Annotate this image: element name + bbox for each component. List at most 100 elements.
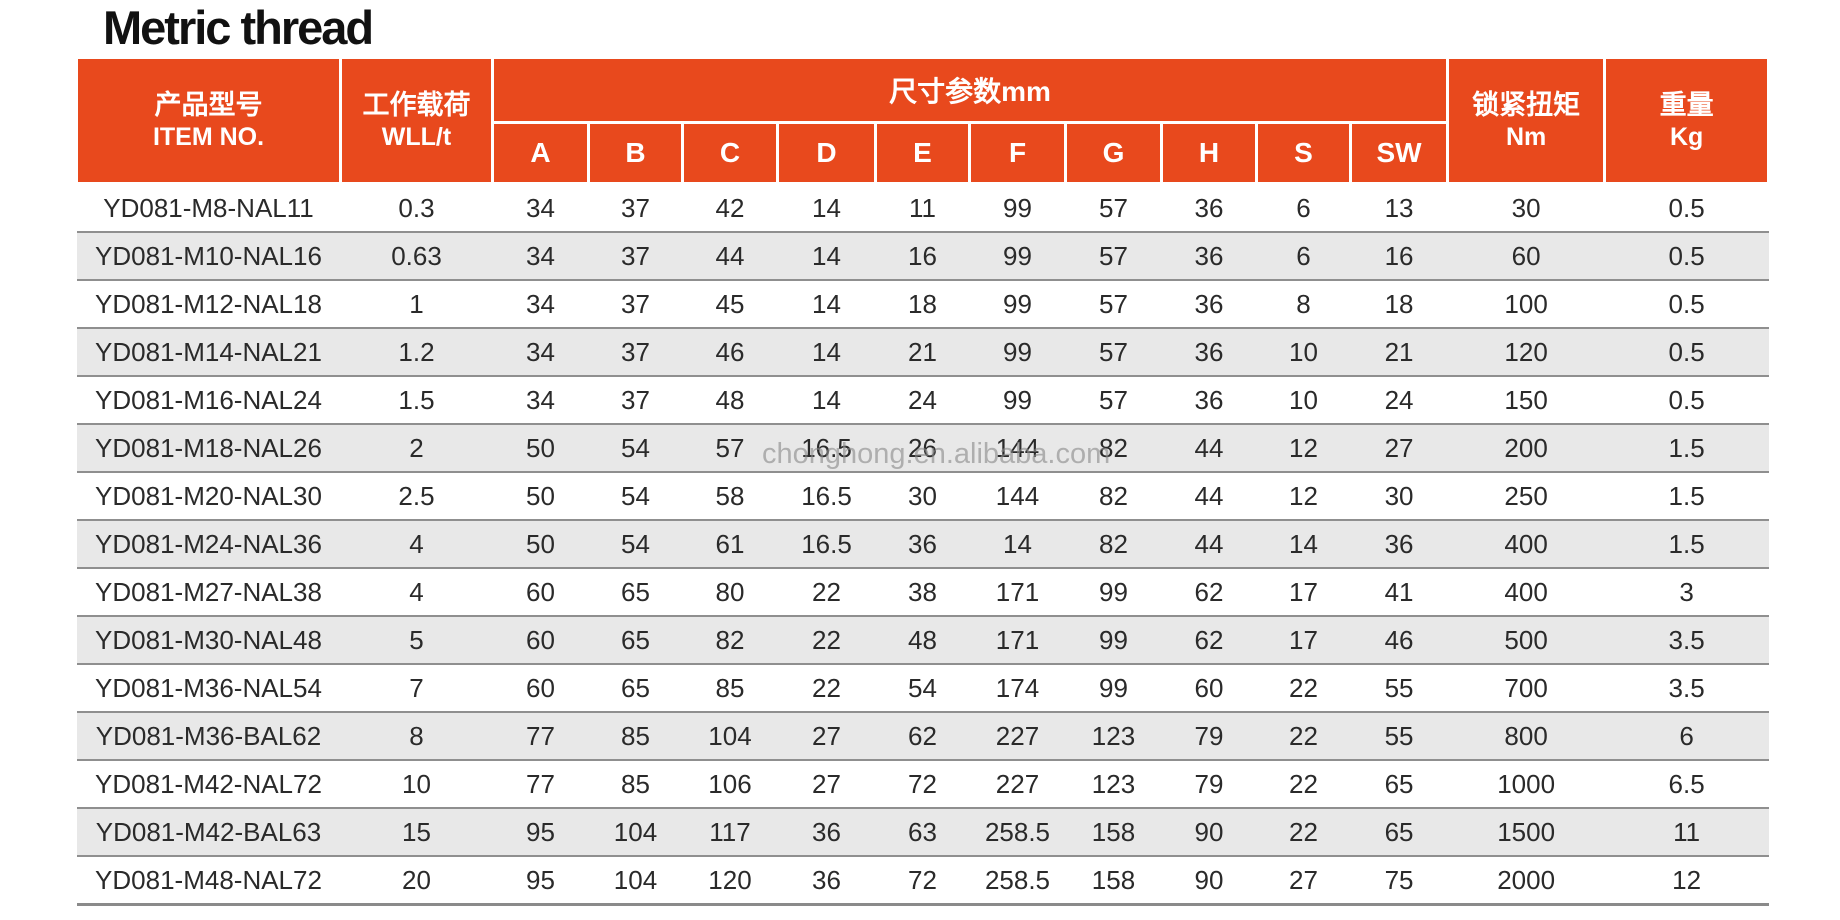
item-no-cell: YD081-M24-NAL36	[76, 519, 341, 569]
table-row: YD081-M30-NAL48 5 60 65 82 22 48 171 99 62 17 46 500…	[76, 615, 1769, 665]
header-weight: 重量 Kg	[1603, 56, 1771, 185]
value-cell: 85	[621, 768, 650, 799]
header-torque-zh: 锁紧扭矩	[1472, 89, 1581, 120]
value-cell: 14	[1256, 519, 1351, 569]
value-cell: 158	[1065, 807, 1162, 857]
value-cell: 171	[995, 576, 1040, 607]
value-cell: 6	[1604, 711, 1769, 761]
value-cell: 14	[969, 519, 1066, 569]
value-cell: 90	[1194, 864, 1224, 895]
table-row: YD081-M20-NAL30 2.5 50 54 58 16.5 30 144 82 44 12 3…	[77, 472, 1769, 520]
value-cell: 174	[995, 672, 1040, 703]
value-cell: 27	[1289, 864, 1318, 895]
value-cell: 0.5	[1668, 384, 1705, 415]
value-cell: 1.5	[1668, 480, 1705, 511]
value-cell: 60	[1447, 231, 1605, 281]
value-cell: 6	[1296, 192, 1311, 223]
value-cell: 14	[812, 288, 841, 319]
value-cell: 13	[1384, 192, 1414, 223]
value-cell: 65	[1350, 807, 1448, 857]
value-cell: 30	[1511, 192, 1541, 223]
value-cell: 16.5	[801, 480, 852, 511]
value-cell: 55	[1384, 672, 1414, 703]
value-cell: 12	[1672, 864, 1702, 895]
header-item-no: 产品型号 ITEM NO.	[75, 56, 342, 185]
page-title: Metric thread	[103, 1, 374, 54]
value-cell: 34	[526, 288, 555, 319]
value-cell: 36	[1194, 384, 1224, 415]
value-cell: 37	[621, 192, 650, 223]
header-dim-s: S	[1255, 121, 1352, 185]
value-cell: 99	[969, 327, 1066, 377]
value-cell: 72	[908, 864, 937, 895]
value-cell: 99	[1099, 672, 1128, 703]
value-cell: 0.63	[340, 231, 493, 281]
value-cell: 0.3	[398, 192, 435, 223]
value-cell: 27	[777, 711, 876, 761]
item-no-cell: YD081-M30-NAL48	[76, 615, 341, 665]
value-cell: 16	[1350, 231, 1448, 281]
item-no-cell: YD081-M10-NAL16	[76, 231, 341, 281]
value-cell: 36	[1161, 327, 1257, 377]
value-cell: 3.5	[1604, 615, 1769, 665]
value-cell: 34	[492, 231, 589, 281]
value-cell: 10	[1289, 384, 1318, 415]
value-cell: 27	[812, 768, 841, 799]
value-cell: 106	[708, 768, 752, 799]
value-cell: 22	[812, 576, 841, 607]
value-cell: 1	[409, 288, 424, 319]
value-cell: 48	[715, 384, 745, 415]
table-row: YD081-M14-NAL21 1.2 34 37 46 14 21 99 57 36 10 21 12…	[76, 327, 1769, 377]
value-cell: 4	[409, 576, 424, 607]
value-cell: 18	[908, 288, 937, 319]
value-cell: 37	[621, 384, 650, 415]
value-cell: 58	[715, 480, 745, 511]
value-cell: 27	[1350, 423, 1448, 473]
table-row: YD081-M16-NAL24 1.5 34 37 48 14 24 99 57 36 10 24 15…	[77, 376, 1769, 424]
value-cell: 48	[875, 615, 970, 665]
value-cell: 55	[1350, 711, 1448, 761]
table-row: YD081-M48-NAL72 20 95 104 120 36 72 258.5 158 90 2…	[77, 856, 1769, 905]
value-cell: 82	[1065, 519, 1162, 569]
value-cell: 123	[1065, 711, 1162, 761]
value-cell: 22	[777, 615, 876, 665]
header-torque: 锁紧扭矩 Nm	[1446, 56, 1607, 185]
value-cell: 24	[1384, 384, 1414, 415]
table-row: YD081-M42-NAL72 10 77 85 106 27 72 227 123 79 22 65…	[77, 760, 1769, 808]
value-cell: 57	[1065, 327, 1162, 377]
value-cell: 34	[492, 327, 589, 377]
item-no-cell: YD081-M16-NAL24	[95, 384, 322, 415]
value-cell: 82	[1065, 423, 1162, 473]
value-cell: 99	[1065, 615, 1162, 665]
value-cell: 16	[875, 231, 970, 281]
value-cell: 62	[1194, 576, 1224, 607]
table-row: YD081-M36-NAL54 7 60 65 85 22 54 174 99 60 22 55 700…	[77, 664, 1769, 712]
value-cell: 3.5	[1668, 672, 1705, 703]
value-cell: 60	[526, 672, 555, 703]
value-cell: 36	[1194, 288, 1224, 319]
value-cell: 21	[1350, 327, 1448, 377]
value-cell: 99	[1003, 192, 1032, 223]
value-cell: 57	[1099, 192, 1128, 223]
value-cell: 14	[812, 192, 841, 223]
value-cell: 100	[1504, 288, 1548, 319]
value-cell: 18	[1384, 288, 1414, 319]
value-cell: 2000	[1497, 864, 1556, 895]
value-cell: 4	[340, 519, 493, 569]
header-dim-g: G	[1064, 121, 1163, 185]
value-cell: 57	[1099, 288, 1128, 319]
value-cell: 16.5	[777, 519, 876, 569]
value-cell: 44	[1194, 480, 1224, 511]
item-no-cell: YD081-M42-BAL63	[76, 807, 341, 857]
value-cell: 3	[1679, 576, 1694, 607]
value-cell: 11	[1604, 807, 1769, 857]
header-item-no-zh: 产品型号	[154, 89, 263, 120]
value-cell: 30	[1384, 480, 1414, 511]
value-cell: 14	[777, 231, 876, 281]
value-cell: 400	[1447, 519, 1605, 569]
value-cell: 400	[1504, 576, 1548, 607]
value-cell: 1.5	[1604, 423, 1769, 473]
item-no-cell: YD081-M48-NAL72	[95, 864, 322, 895]
value-cell: 38	[908, 576, 937, 607]
